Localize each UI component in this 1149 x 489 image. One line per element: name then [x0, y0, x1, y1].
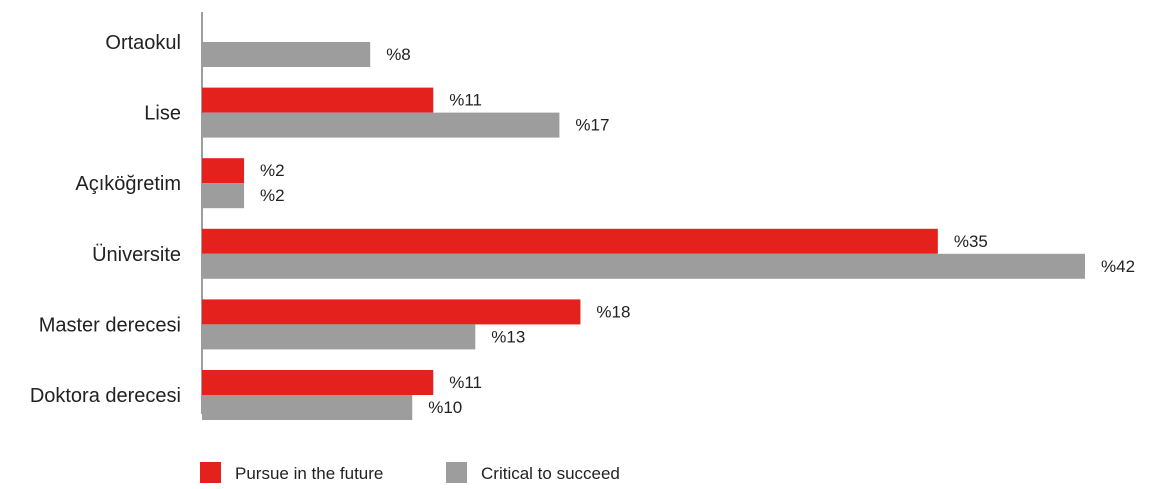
bar	[202, 324, 476, 350]
category-label: Lise	[144, 103, 181, 125]
data-label: %2	[260, 161, 285, 180]
category-labels: Ortaokul Lise Açıköğretim Üniversite Master …	[30, 32, 181, 407]
category-label: Ortaokul	[105, 32, 181, 54]
bar	[202, 87, 434, 113]
bar	[202, 395, 413, 420]
bar	[202, 42, 371, 67]
data-label: %35	[954, 232, 988, 251]
data-label: %2	[260, 186, 285, 205]
data-label: %13	[491, 327, 525, 346]
category-label: Açıköğretim	[75, 173, 181, 195]
legend: Pursue in the future Critical to succeed	[200, 462, 620, 483]
bar	[202, 228, 938, 254]
bar	[202, 158, 245, 184]
bar	[202, 112, 560, 138]
bar	[202, 253, 1085, 279]
data-label: %11	[449, 373, 482, 392]
data-label: %8	[386, 45, 411, 64]
legend-label: Pursue in the future	[235, 464, 383, 483]
value-labels: %8 %11 %17 %2 %2 %35 %42 %18 %13 %11 %10	[260, 45, 1135, 417]
data-label: %17	[575, 116, 609, 135]
legend-label: Critical to succeed	[481, 464, 620, 483]
category-label: Doktora derecesi	[30, 385, 181, 407]
legend-swatch	[446, 462, 467, 483]
bars-layer	[202, 42, 1085, 420]
data-label: %42	[1101, 257, 1135, 276]
category-label: Master derecesi	[39, 314, 181, 336]
category-label: Üniversite	[92, 244, 181, 266]
data-label: %10	[428, 398, 462, 417]
bar	[202, 299, 581, 325]
bar	[202, 370, 434, 395]
data-label: %11	[449, 91, 482, 110]
bar	[202, 183, 245, 209]
data-label: %18	[596, 302, 630, 321]
legend-swatch	[200, 462, 221, 483]
